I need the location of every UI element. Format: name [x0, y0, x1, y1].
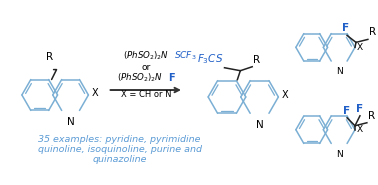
Text: $(PhSO_2)_2N$: $(PhSO_2)_2N$: [123, 49, 169, 62]
Text: N: N: [67, 117, 74, 127]
Text: R: R: [368, 111, 375, 121]
Text: F: F: [356, 104, 364, 114]
Text: $(PhSO_2)_2N$: $(PhSO_2)_2N$: [117, 72, 163, 84]
Text: $F_3CS$: $F_3CS$: [197, 52, 223, 66]
Text: F: F: [168, 73, 175, 83]
Text: or: or: [142, 63, 151, 72]
Text: X: X: [357, 43, 363, 52]
Text: F: F: [342, 106, 350, 116]
Text: F: F: [342, 23, 349, 33]
Text: $SCF_3$: $SCF_3$: [174, 49, 197, 62]
Text: X: X: [91, 88, 98, 98]
Text: R: R: [369, 27, 376, 37]
Text: 35 examples: pyridine, pyrimidine
quinoline, isoquinoline, purine and
quinazolin: 35 examples: pyridine, pyrimidine quinol…: [37, 135, 201, 164]
Text: N: N: [336, 149, 342, 159]
Text: R: R: [253, 55, 260, 65]
Text: R: R: [46, 52, 53, 62]
Text: X = CH or N: X = CH or N: [121, 90, 172, 99]
Text: X: X: [357, 125, 363, 134]
Text: N: N: [256, 120, 263, 130]
Text: X: X: [281, 90, 288, 100]
Text: N: N: [336, 67, 342, 76]
